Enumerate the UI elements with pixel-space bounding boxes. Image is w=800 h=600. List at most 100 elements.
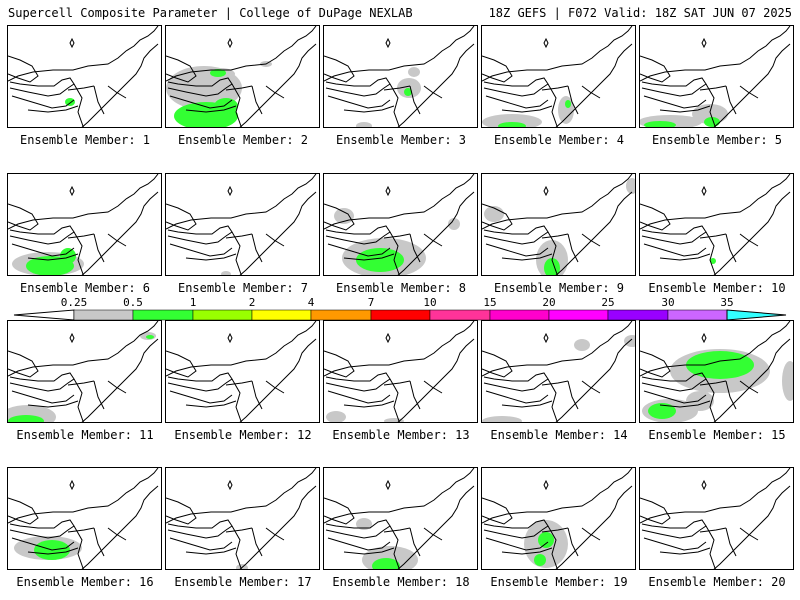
map-outline-4 (643, 95, 707, 109)
map-outline-7 (389, 231, 400, 275)
ensemble-member-label: Ensemble Member: 16 (16, 575, 154, 589)
map-outline-1 (239, 338, 317, 422)
scp-shade-gray (221, 271, 231, 275)
ensemble-map (8, 321, 159, 422)
map-outline-3 (325, 372, 391, 392)
map-outline-0 (482, 174, 633, 230)
map-outline-8 (567, 85, 579, 115)
scp-shade-gray (448, 218, 460, 230)
map-outline-6 (383, 233, 411, 239)
map-outline-1 (239, 43, 317, 127)
map-outline-7 (389, 525, 400, 569)
ensemble-panel-4 (481, 25, 636, 128)
map-outline-8 (409, 85, 421, 115)
map-outline-7 (231, 525, 242, 569)
ensemble-member-label: Ensemble Member: 2 (177, 133, 309, 147)
map-outline-9 (423, 85, 443, 99)
map-outline-4 (485, 537, 549, 551)
ensemble-panel-18 (323, 467, 478, 570)
map-outline-4 (11, 95, 75, 109)
map-outline-1 (81, 338, 159, 422)
header-title: Supercell Composite Parameter | College … (8, 6, 413, 20)
map-outline-9 (739, 85, 759, 99)
map-outline-0 (8, 321, 159, 377)
map-outline-2 (482, 203, 513, 231)
map-outline-4 (643, 390, 707, 404)
header-valid-time: 18Z GEFS | F072 Valid: 18Z SAT JUN 07 20… (488, 6, 792, 20)
map-outline-0 (166, 174, 317, 230)
diamond-marker-icon (701, 332, 707, 344)
ensemble-map (640, 26, 791, 127)
ensemble-member-label: Ensemble Member: 1 (19, 133, 151, 147)
scp-shade-gray (384, 418, 404, 422)
map-outline-3 (641, 372, 707, 392)
map-outline-2 (166, 55, 197, 83)
colorbar-tick-label: 15 (483, 296, 497, 309)
map-outline-3 (483, 372, 549, 392)
map-outline-7 (389, 83, 400, 127)
map-outline-2 (640, 55, 671, 83)
map-outline-2 (640, 203, 671, 231)
map-outline-3 (325, 225, 391, 245)
map-outline-2 (8, 350, 39, 378)
map-outline-9 (739, 233, 759, 247)
diamond-marker-icon (385, 185, 391, 197)
map-outline-2 (324, 203, 355, 231)
colorbar-tick-label: 1 (189, 296, 197, 309)
map-outline-3 (325, 77, 391, 97)
map-outline-3 (641, 77, 707, 97)
ensemble-member-label: Ensemble Member: 20 (648, 575, 786, 589)
diamond-marker-icon (701, 37, 707, 49)
map-outline-8 (725, 380, 737, 410)
map-outline-4 (11, 390, 75, 404)
ensemble-panel-8 (323, 173, 478, 276)
map-outline-8 (93, 85, 105, 115)
colorbar-tick-label: 0.25 (60, 296, 88, 309)
map-outline-3 (641, 519, 707, 539)
colorbar-tick-label: 30 (661, 296, 675, 309)
map-outline-2 (324, 55, 355, 83)
ensemble-member-label: Ensemble Member: 7 (177, 281, 309, 295)
map-outline-5 (501, 105, 553, 113)
diamond-marker-icon (543, 37, 549, 49)
map-outline-2 (8, 55, 39, 83)
map-outline-7 (705, 525, 716, 569)
map-outline-4 (327, 537, 391, 551)
map-outline-3 (167, 519, 233, 539)
map-outline-1 (397, 485, 475, 569)
map-outline-0 (8, 468, 159, 524)
map-outline-0 (166, 468, 317, 524)
ensemble-map (482, 174, 635, 275)
map-outline-9 (739, 527, 759, 541)
diamond-marker-icon (69, 332, 75, 344)
colorbar-segment (370, 309, 431, 321)
map-outline-1 (713, 43, 791, 127)
map-outline-2 (640, 350, 671, 378)
map-outline-4 (327, 243, 391, 257)
map-outline-4 (11, 243, 75, 257)
ensemble-member-label: Ensemble Member: 13 (332, 428, 470, 442)
map-outline-5 (185, 400, 237, 408)
ensemble-map (640, 174, 791, 275)
scp-shade-green (372, 558, 400, 569)
scp-shade-green (710, 258, 716, 264)
map-outline-4 (11, 537, 75, 551)
scp-shade-green (8, 415, 44, 422)
map-outline-2 (482, 497, 513, 525)
map-outline-8 (251, 527, 263, 557)
map-outline-3 (9, 77, 75, 97)
map-outline-5 (659, 400, 711, 408)
map-outline-5 (185, 547, 237, 555)
ensemble-map (324, 174, 475, 275)
ensemble-panel-14 (481, 320, 636, 423)
map-outline-6 (383, 527, 411, 533)
map-outline-9 (423, 527, 443, 541)
map-outline-7 (547, 525, 558, 569)
map-outline-4 (169, 537, 233, 551)
map-outline-0 (324, 26, 475, 82)
map-outline-3 (167, 372, 233, 392)
scp-shade-green (538, 532, 554, 548)
ensemble-member-label: Ensemble Member: 9 (493, 281, 625, 295)
map-outline-7 (231, 83, 242, 127)
map-outline-5 (185, 253, 237, 261)
